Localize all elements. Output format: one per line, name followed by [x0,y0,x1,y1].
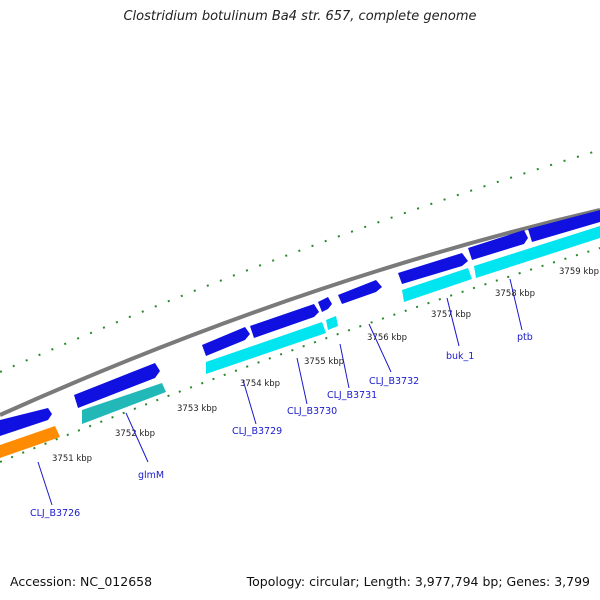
gene-label: CLJ_B3732 [369,376,419,387]
cds-forward [318,297,332,312]
accession-label: Accession: NC_012658 [10,574,153,589]
gene-leader-line [368,323,392,373]
gene-label: CLJ_B3731 [327,390,377,401]
gene-leader-line [37,461,53,506]
tick-label: 3756 kbp [367,333,407,343]
cds-forward [338,280,382,304]
cds-reverse [206,322,326,374]
gene-leader-line [339,343,350,389]
cds-forward [468,230,528,260]
gene-leader-line [296,357,308,405]
tick-label: 3754 kbp [240,379,280,389]
outer-dotted-arc [0,149,600,373]
gene-leader-line [446,297,460,347]
gene-leader-line [509,278,523,331]
cds-rna [0,426,60,458]
cds-forward [528,210,600,242]
cds-forward [74,363,160,408]
genome-summary: Topology: circular; Length: 3,977,794 bp… [246,574,590,589]
tick-label: 3758 kbp [495,289,535,299]
gene-label: CLJ_B3726 [30,508,80,519]
cds-reverse [82,383,166,424]
cds-reverse [402,268,472,302]
gene-label: glmM [138,470,164,481]
cds-forward [398,253,468,284]
tick-label: 3759 kbp [559,267,599,277]
gene-leader-line [242,379,257,425]
gene-labels: CLJ_B3726 glmM CLJ_B3729 CLJ_B3730 CLJ_B3731… [30,278,533,519]
gene-label: buk_1 [446,351,474,362]
gene-leader-line [125,412,149,463]
gene-label: CLJ_B3730 [287,406,337,417]
backbone [0,208,600,417]
tick-label: 3751 kbp [52,454,92,464]
cds-forward [202,327,250,356]
cds-reverse [474,226,600,278]
cds-forward [250,304,319,338]
cds-reverse [326,316,338,330]
map-title: Clostridium botulinum Ba4 str. 657, comp… [123,9,477,24]
cds-forward [0,408,52,436]
gene-label: ptb [517,332,533,343]
tick-label: 3753 kbp [177,404,217,414]
tick-label: 3755 kbp [304,357,344,367]
gene-label: CLJ_B3729 [232,426,282,437]
